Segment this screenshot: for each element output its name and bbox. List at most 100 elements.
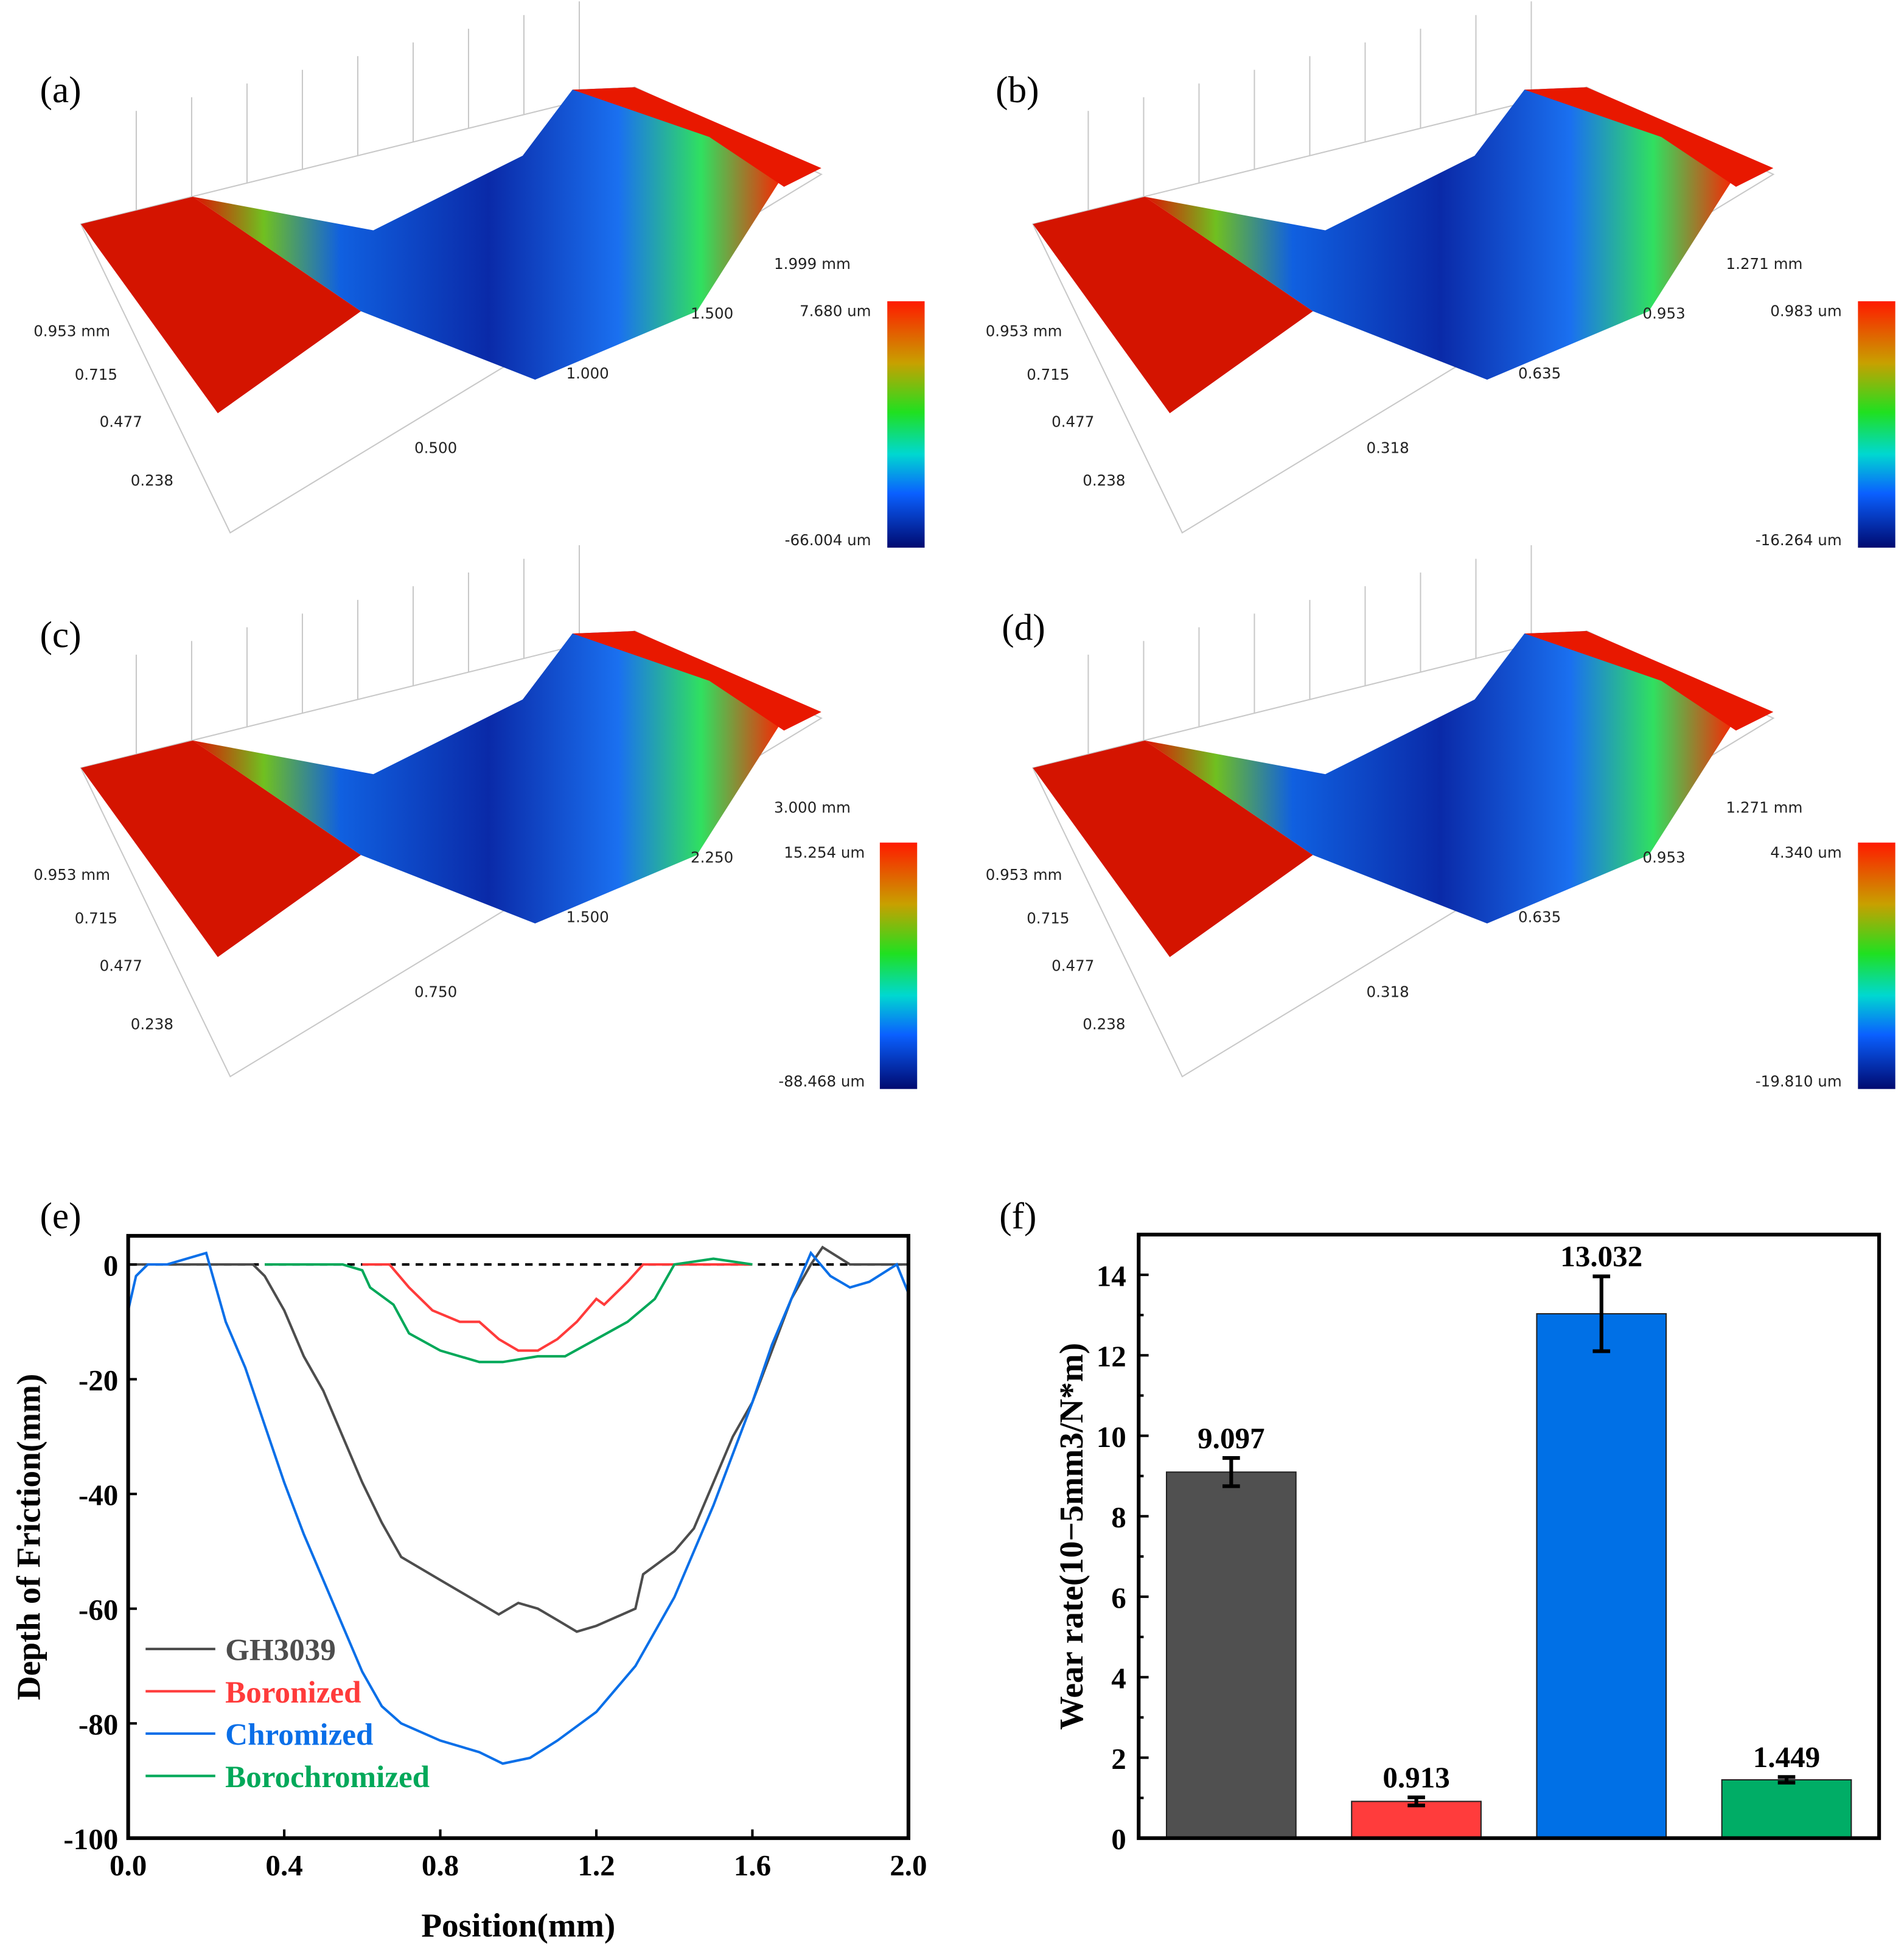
y-tick-label: 0.953 mm bbox=[986, 866, 1062, 884]
panel-label: (e) bbox=[40, 1196, 81, 1237]
y-tick-label: 0 bbox=[1111, 1822, 1126, 1856]
y-tick-label: 0.477 bbox=[1051, 957, 1094, 974]
x-tick-label: 0.635 bbox=[1518, 364, 1561, 382]
y-tick-label: 0.953 mm bbox=[986, 322, 1062, 340]
y-tick-label: 0.477 bbox=[1051, 413, 1094, 431]
y-tick-label: 0.477 bbox=[100, 957, 142, 974]
right-plateau bbox=[1524, 87, 1774, 187]
error-bar bbox=[1407, 1795, 1425, 1808]
y-tick-label: -100 bbox=[63, 1822, 118, 1856]
error-bar bbox=[1592, 1274, 1611, 1353]
y-tick-label: 0.953 mm bbox=[33, 322, 110, 340]
x-tick-label: 0.750 bbox=[414, 983, 457, 1000]
height-surface bbox=[80, 631, 821, 957]
panel-label: (a) bbox=[40, 69, 81, 111]
y-tick-label: 0 bbox=[103, 1249, 119, 1283]
x-tick-label: 2.250 bbox=[691, 848, 733, 866]
y-tick-label: 0.477 bbox=[100, 413, 142, 431]
y-tick-label: 0.715 bbox=[1027, 910, 1069, 927]
legend-label: Chromized bbox=[225, 1717, 373, 1752]
color-scale-min: -88.468 um bbox=[778, 1073, 865, 1090]
x-tick-label: 1.271 mm bbox=[1726, 255, 1803, 273]
y-tick-label: 4 bbox=[1111, 1662, 1126, 1695]
y-tick-label: 0.238 bbox=[1083, 1015, 1125, 1033]
bar-boronized bbox=[1351, 1801, 1482, 1839]
color-scale-bar bbox=[879, 842, 918, 1089]
color-scale-min: -19.810 um bbox=[1756, 1073, 1842, 1090]
color-scale-bar bbox=[1858, 301, 1895, 548]
y-axis-title: Depth of Friction(mm) bbox=[10, 1374, 47, 1701]
x-tick-label: 1.999 mm bbox=[774, 255, 851, 273]
plot-frame bbox=[1137, 1232, 1881, 1840]
y-tick-label: 0.715 bbox=[75, 366, 117, 383]
plot-frame bbox=[126, 1233, 910, 1840]
y-tick-label: 2 bbox=[1111, 1742, 1126, 1776]
y-tick-label: 0.715 bbox=[1027, 366, 1069, 383]
surface-panel-c: (c) 0.953 mm 0.715 0.477 0.238 0.750 1.500 2.25… bbox=[33, 545, 918, 1090]
data-label: 1.449 bbox=[1753, 1740, 1820, 1774]
color-scale-max: 4.340 um bbox=[1770, 843, 1841, 861]
bar-chromized bbox=[1536, 1313, 1667, 1839]
x-tick-label: 0.500 bbox=[414, 439, 457, 457]
data-label: 13.032 bbox=[1560, 1239, 1642, 1273]
height-surface bbox=[1033, 631, 1774, 957]
height-surface bbox=[80, 87, 821, 414]
y-tick-label: 0.715 bbox=[75, 910, 117, 927]
x-tick-label: 0.318 bbox=[1367, 983, 1409, 1000]
wear-track bbox=[1145, 87, 1736, 380]
color-scale-bar bbox=[1858, 842, 1895, 1089]
legend-label: Boronized bbox=[225, 1675, 361, 1710]
wear-rate-chart: (f) 9.097 0.913 13.032 1.449 0 2 4 6 8 10 12 14 Wear … bbox=[999, 1196, 1881, 1856]
x-tick-label: 0.318 bbox=[1367, 439, 1409, 457]
color-scale-min: -16.264 um bbox=[1756, 531, 1842, 549]
x-tick-label: 0.953 bbox=[1643, 305, 1686, 323]
color-scale-max: 0.983 um bbox=[1770, 302, 1841, 320]
right-plateau bbox=[572, 87, 821, 187]
x-tick-label: 0.8 bbox=[422, 1849, 459, 1882]
color-scale-bar bbox=[887, 301, 925, 548]
height-surface bbox=[1033, 87, 1774, 414]
bar-gh3039 bbox=[1166, 1471, 1297, 1839]
surface-panel-a: (a) 0.953 mm 0.715 0.477 0.238 0.500 1.000 1.50… bbox=[33, 1, 925, 549]
y-tick-label: -40 bbox=[78, 1479, 118, 1512]
y-tick-label: 0.953 mm bbox=[33, 866, 110, 884]
error-bar bbox=[1777, 1775, 1796, 1785]
y-tick-label: 12 bbox=[1097, 1340, 1126, 1373]
panel-label: (b) bbox=[996, 69, 1039, 111]
wear-track bbox=[192, 87, 784, 380]
series-line-boronized bbox=[362, 1263, 753, 1352]
series-line-gh3039 bbox=[128, 1246, 908, 1633]
x-axis-title: Position(mm) bbox=[421, 1906, 615, 1944]
x-tick-label: 0.0 bbox=[110, 1849, 147, 1882]
y-tick-label: 0.238 bbox=[131, 472, 173, 489]
color-scale-max: 15.254 um bbox=[784, 843, 865, 861]
surface-panel-b: (b) 0.953 mm 0.715 0.477 0.238 0.318 0.635 0.95… bbox=[986, 1, 1895, 549]
panel-label: (d) bbox=[1002, 607, 1045, 648]
left-plateau bbox=[1033, 197, 1313, 414]
wear-track bbox=[1145, 631, 1736, 924]
error-bar bbox=[1222, 1456, 1240, 1488]
x-tick-label: 1.2 bbox=[577, 1849, 615, 1882]
right-plateau bbox=[1524, 631, 1774, 731]
series-line-chromized bbox=[127, 1250, 910, 1765]
wear-track bbox=[192, 631, 784, 924]
legend-label: Borochromized bbox=[225, 1760, 430, 1794]
color-scale-max: 7.680 um bbox=[800, 302, 871, 320]
left-plateau bbox=[80, 741, 361, 957]
x-tick-label: 1.500 bbox=[567, 908, 609, 926]
series-line-borochromized bbox=[264, 1257, 753, 1364]
right-plateau bbox=[572, 631, 821, 731]
legend-label: GH3039 bbox=[225, 1633, 336, 1667]
x-tick-label: 0.953 bbox=[1643, 848, 1686, 866]
x-tick-label: 1.271 mm bbox=[1726, 799, 1803, 817]
y-tick-label: 0.238 bbox=[131, 1015, 173, 1033]
x-tick-label: 1.6 bbox=[734, 1849, 771, 1882]
y-tick-label: -80 bbox=[78, 1708, 118, 1742]
y-tick-label: 8 bbox=[1111, 1501, 1126, 1534]
x-tick-label: 1.500 bbox=[691, 305, 733, 323]
panel-label: (f) bbox=[999, 1196, 1036, 1237]
data-label: 0.913 bbox=[1383, 1760, 1449, 1794]
x-tick-label: 0.4 bbox=[265, 1849, 302, 1882]
y-tick-label: 0.238 bbox=[1083, 472, 1125, 489]
